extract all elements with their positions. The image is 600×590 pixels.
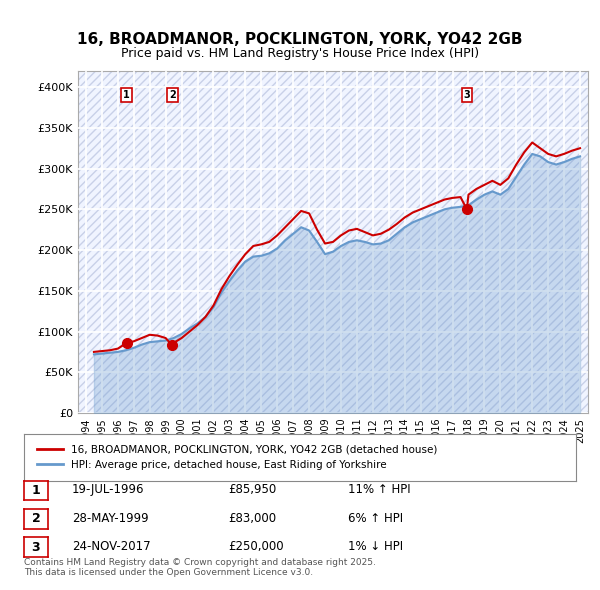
Text: 24-NOV-2017: 24-NOV-2017 (72, 540, 151, 553)
Text: 2: 2 (32, 512, 40, 526)
Text: 28-MAY-1999: 28-MAY-1999 (72, 512, 149, 525)
Text: 1: 1 (123, 90, 130, 100)
Text: 11% ↑ HPI: 11% ↑ HPI (348, 483, 410, 496)
Text: 3: 3 (464, 90, 470, 100)
Text: 2: 2 (169, 90, 176, 100)
Text: 16, BROADMANOR, POCKLINGTON, YORK, YO42 2GB: 16, BROADMANOR, POCKLINGTON, YORK, YO42 … (77, 32, 523, 47)
Text: £85,950: £85,950 (228, 483, 276, 496)
Text: 1: 1 (32, 484, 40, 497)
Text: £250,000: £250,000 (228, 540, 284, 553)
Text: £83,000: £83,000 (228, 512, 276, 525)
Text: 1% ↓ HPI: 1% ↓ HPI (348, 540, 403, 553)
Text: 19-JUL-1996: 19-JUL-1996 (72, 483, 145, 496)
Text: Contains HM Land Registry data © Crown copyright and database right 2025.
This d: Contains HM Land Registry data © Crown c… (24, 558, 376, 577)
Text: Price paid vs. HM Land Registry's House Price Index (HPI): Price paid vs. HM Land Registry's House … (121, 47, 479, 60)
Legend: 16, BROADMANOR, POCKLINGTON, YORK, YO42 2GB (detached house), HPI: Average price: 16, BROADMANOR, POCKLINGTON, YORK, YO42 … (32, 441, 442, 474)
Text: 6% ↑ HPI: 6% ↑ HPI (348, 512, 403, 525)
Text: 3: 3 (32, 540, 40, 554)
